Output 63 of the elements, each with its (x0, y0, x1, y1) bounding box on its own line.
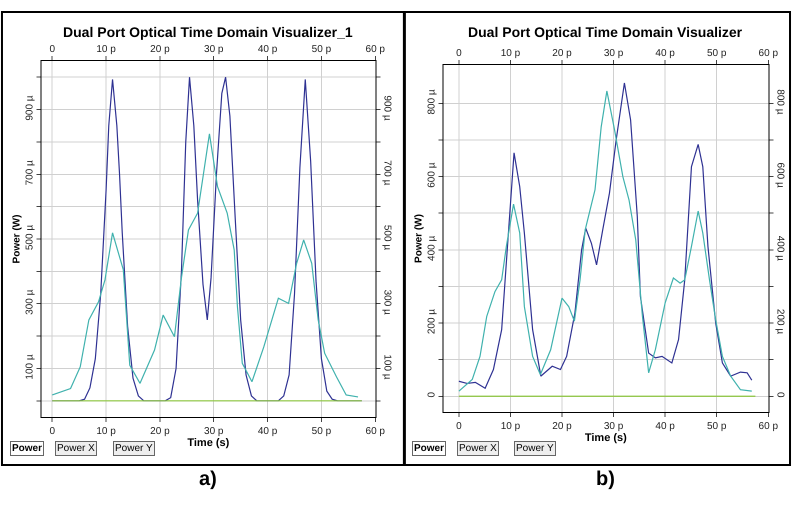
text: Power (12, 443, 42, 454)
y2-tick-label: 800 µ (774, 89, 786, 115)
x-tick-label: 20 p (552, 48, 572, 59)
y2-tick-label: 700 µ (381, 160, 392, 186)
y-tick-label: 500 µ (24, 224, 36, 250)
x2-tick-label: 40 p (655, 421, 676, 432)
x-tick-label: 30 p (204, 44, 224, 55)
y2-tick-label: 0 (774, 392, 786, 398)
x-tick-label: 10 p (500, 48, 521, 59)
y2-tick-label: 100 µ (381, 354, 392, 380)
y-tick-label: 100 µ (24, 354, 36, 380)
x2-tick-label: 60 p (758, 421, 778, 432)
text: Power Y (115, 443, 153, 454)
x-axis-title: Time (s) (584, 432, 628, 444)
chart-title: Dual Port Optical Time Domain Visualizer_1 (63, 24, 353, 40)
text: a) (199, 468, 217, 490)
text: Power (414, 443, 444, 454)
x2-tick-label: 50 p (706, 421, 727, 432)
x2-tick-label: 40 p (258, 426, 278, 437)
y2-tick-label: 500 µ (381, 224, 392, 250)
y-tick-label: 600 µ (426, 162, 438, 188)
x2-tick-label: 0 (456, 421, 462, 432)
y2-tick-label: 300 µ (381, 290, 392, 316)
text: Power X (459, 443, 498, 454)
y-tick-label: 200 µ (426, 308, 438, 334)
x2-tick-label: 20 p (150, 426, 170, 437)
x2-tick-label: 10 p (500, 421, 521, 432)
x2-tick-label: 60 p (366, 426, 386, 437)
x2-tick-label: 30 p (604, 421, 624, 432)
y-axis-title: Power (W) (413, 214, 424, 263)
x-tick-label: 40 p (258, 44, 278, 55)
y-axis-title: Power (W) (11, 214, 22, 264)
x-tick-label: 30 p (604, 48, 624, 59)
y-tick-label: 400 µ (426, 236, 438, 261)
x2-tick-label: 20 p (552, 421, 572, 432)
text: b) (596, 468, 615, 490)
x-tick-label: 40 p (655, 48, 676, 59)
y2-tick-label: 400 µ (774, 236, 786, 262)
x-tick-label: 50 p (312, 44, 332, 55)
x-axis-title: Time (s) (187, 437, 230, 450)
y-tick-label: 900 µ (24, 95, 36, 121)
text: Power Y (516, 443, 554, 454)
x-tick-label: 60 p (366, 44, 386, 55)
x2-tick-label: 30 p (204, 426, 224, 437)
x2-tick-label: 50 p (312, 426, 332, 437)
y-tick-label: 300 µ (24, 289, 36, 315)
y-tick-label: 0 (426, 392, 438, 398)
y2-tick-label: 600 µ (774, 162, 786, 188)
x-tick-label: 0 (49, 44, 56, 55)
x2-tick-label: 0 (49, 426, 56, 437)
chart-title: Dual Port Optical Time Domain Visualizer (468, 24, 743, 40)
y-tick-label: 700 µ (24, 160, 36, 186)
y2-tick-label: 900 µ (381, 95, 392, 121)
x2-tick-label: 10 p (96, 426, 116, 437)
line-series (52, 133, 359, 398)
x-tick-label: 60 p (758, 48, 778, 59)
x-tick-label: 20 p (150, 44, 170, 55)
text: Power X (57, 443, 96, 454)
y2-tick-label: 200 µ (774, 308, 786, 334)
x-tick-label: 50 p (706, 48, 727, 59)
y-tick-label: 800 µ (426, 89, 438, 115)
x-tick-label: 10 p (96, 44, 116, 55)
x-tick-label: 0 (456, 48, 462, 59)
